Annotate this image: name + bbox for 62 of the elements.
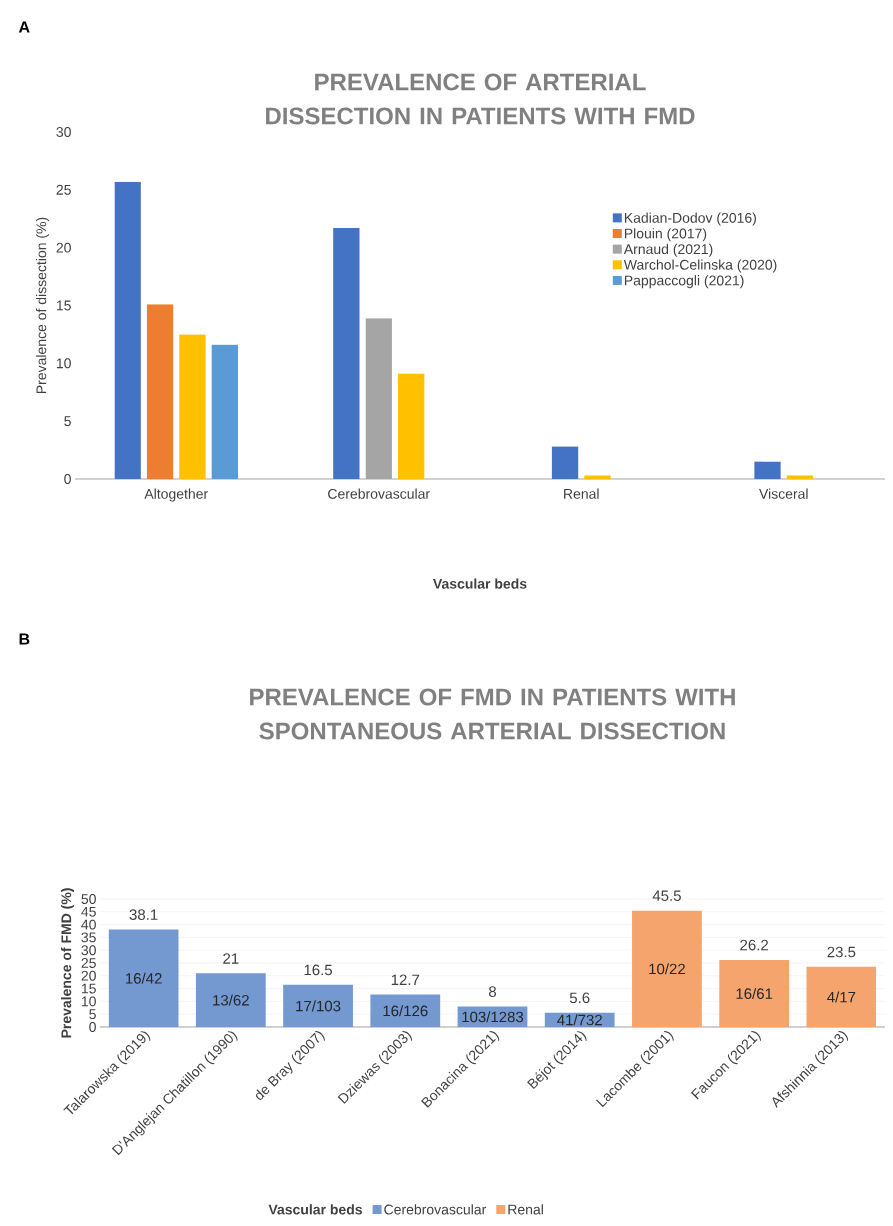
y-tick-label: 30 xyxy=(56,127,71,137)
annotation: 4/17 xyxy=(827,991,856,1003)
data-label: 12.7 xyxy=(391,974,420,985)
y-tick-label: 0 xyxy=(89,1022,96,1032)
y-tick-label: 20 xyxy=(81,970,96,981)
text: A xyxy=(18,21,30,33)
annotation: 103/1283 xyxy=(462,1011,524,1023)
y-axis-title: Prevalence of FMD (%) xyxy=(60,888,75,1038)
x-tick-label: Renal xyxy=(564,488,599,499)
data-label: 45.5 xyxy=(652,890,681,901)
legend-title: Vascular beds xyxy=(268,1204,362,1215)
data-label: 26.2 xyxy=(740,939,768,951)
y-tick-label: 5 xyxy=(89,1009,96,1020)
bar xyxy=(195,973,266,1027)
chart-title: PREVALENCE OF ARTERIAL DISSECTION IN PATIENTS WITH FMD xyxy=(266,73,695,125)
annotation: 13/62 xyxy=(213,994,249,1006)
y-tick-label: 35 xyxy=(81,932,96,943)
y-tick-label: 20 xyxy=(56,242,71,253)
x-axis-title: Vascular beds xyxy=(433,578,527,589)
data-label: 8 xyxy=(488,986,497,997)
legend-label: Warchol-Celinska (2020) xyxy=(623,259,777,273)
y-tick-label: 50 xyxy=(81,894,96,904)
x-tick-label: Cerebrovascular xyxy=(328,488,430,499)
data-label: 23.5 xyxy=(827,946,856,958)
annotation: 17/103 xyxy=(296,1000,341,1012)
data-label: 38.1 xyxy=(129,909,158,920)
annotation: 41/732 xyxy=(557,1014,602,1026)
y-tick-label: 25 xyxy=(56,184,71,195)
y-tick-label: 10 xyxy=(56,358,71,369)
y-tick-label: 45 xyxy=(81,906,96,917)
data-label: 5.6 xyxy=(569,992,590,1004)
y-tick-label: 10 xyxy=(81,996,96,1007)
chart-title: PREVALENCE OF FMD IN PATIENTS WITH SPONTANEOUS ARTERIAL DISSECTION xyxy=(250,688,735,740)
bar xyxy=(370,994,441,1027)
y-tick-label: 30 xyxy=(81,945,96,956)
annotation: 16/61 xyxy=(736,987,773,999)
data-label: 21 xyxy=(223,953,239,964)
x-tick-label: Visceral xyxy=(759,488,808,499)
bar xyxy=(806,966,877,1027)
legend-label: Kadian-Dodov (2016) xyxy=(624,212,756,226)
y-tick-label: 15 xyxy=(81,983,96,994)
y-tick-label: 15 xyxy=(56,300,71,311)
bar xyxy=(719,959,790,1027)
legend-label: Cerebrovascular xyxy=(384,1204,487,1215)
legend-label: Pappaccogli (2021) xyxy=(624,275,744,289)
x-tick-label: Altogether xyxy=(144,488,208,502)
bar xyxy=(632,910,702,1027)
y-tick-label: 5 xyxy=(64,416,71,427)
annotation: 16/126 xyxy=(383,1005,428,1017)
y-axis-title: Prevalence of dissection (%) xyxy=(35,217,50,394)
y-tick-label: 40 xyxy=(81,919,96,930)
y-tick-label: 0 xyxy=(64,474,71,484)
legend-label: Arnaud (2021) xyxy=(623,243,713,257)
annotation: 10/22 xyxy=(649,963,685,975)
data-label: 16.5 xyxy=(304,964,333,976)
legend-label: Plouin (2017) xyxy=(624,228,707,242)
y-tick-label: 25 xyxy=(81,958,96,968)
bar xyxy=(283,984,353,1027)
annotation: 16/42 xyxy=(125,972,162,984)
text: B xyxy=(19,633,30,645)
legend-label: Renal xyxy=(508,1204,543,1215)
bar xyxy=(108,929,179,1027)
